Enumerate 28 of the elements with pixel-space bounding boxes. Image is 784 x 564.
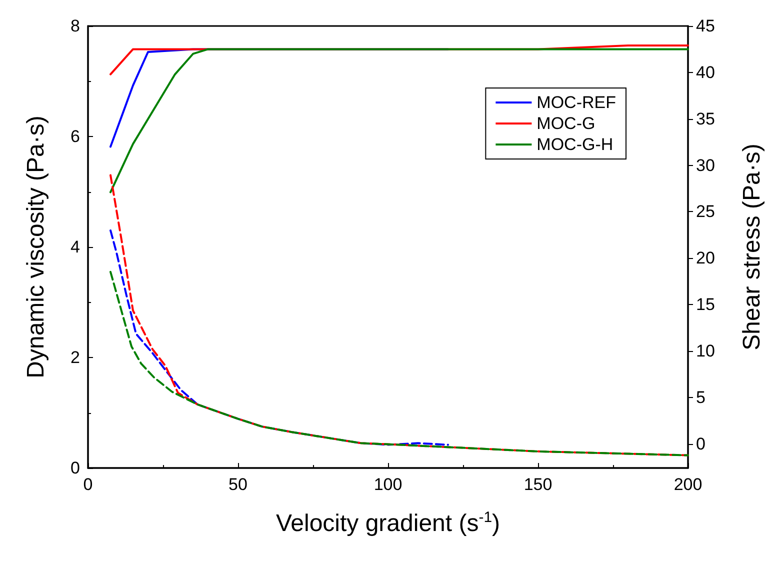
y2-tick-label: 25 (696, 202, 715, 222)
y2-tick-label: 15 (696, 295, 715, 314)
y2-tick-label: 40 (696, 62, 715, 82)
y-tick-label: 8 (70, 16, 80, 36)
y-tick-label: 2 (70, 348, 80, 367)
y2-tick-label: 0 (696, 434, 706, 454)
legend-label: MOC-G (536, 114, 596, 133)
y2-tick-label: 20 (696, 248, 715, 268)
x-tick-label: 200 (674, 475, 702, 494)
y-tick-label: 6 (70, 127, 80, 146)
y2-tick-label: 45 (696, 16, 715, 36)
line-series (110, 270, 689, 456)
y2-tick-label: 30 (696, 156, 715, 175)
x-tick-label: 150 (524, 475, 552, 494)
x-tick-label: 0 (83, 475, 93, 494)
y2-axis-title: Shear stress (Pa·s) (738, 144, 766, 350)
y2-tick-label: 35 (696, 109, 715, 128)
line-series (110, 229, 449, 446)
y2-tick-label: 5 (696, 388, 706, 407)
y-axis-title: Dynamic viscosity (Pa·s) (22, 116, 50, 378)
legend-label: MOC-G-H (536, 135, 614, 154)
legend-label: MOC-REF (536, 93, 616, 112)
x-tick-label: 100 (374, 475, 402, 494)
line-series (110, 48, 689, 194)
y2-tick-label: 10 (696, 342, 715, 360)
x-tick-label: 50 (228, 475, 248, 494)
y-tick-label: 4 (70, 238, 80, 256)
y-tick-label: 0 (70, 458, 80, 478)
